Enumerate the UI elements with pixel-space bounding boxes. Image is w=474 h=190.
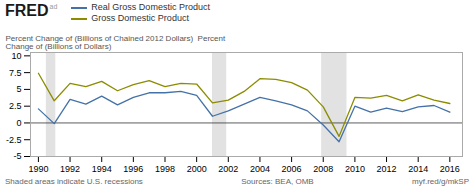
svg-text:2008: 2008 (313, 164, 333, 174)
html-text:Shaded areas indicate U.S. rec: Shaded areas indicate U.S. recessions (5, 177, 143, 186)
html-text:Real Gross Domestic Product: Real Gross Domestic Product (91, 2, 210, 12)
svg-text:2004: 2004 (250, 164, 270, 174)
svg-text:1994: 1994 (92, 164, 112, 174)
svg-text:2000: 2000 (187, 164, 207, 174)
svg-text:2014: 2014 (408, 164, 428, 174)
svg-text:2016: 2016 (440, 164, 460, 174)
svg-text:1998: 1998 (155, 164, 175, 174)
svg-text:2.5: 2.5 (9, 101, 22, 111)
svg-text:7.5: 7.5 (9, 68, 22, 78)
svg-text:2012: 2012 (377, 164, 397, 174)
svg-text:1996: 1996 (123, 164, 143, 174)
html-text:FRED: FRED (5, 2, 49, 19)
svg-text:1990: 1990 (28, 164, 48, 174)
svg-text:2006: 2006 (282, 164, 302, 174)
svg-text:0: 0 (16, 118, 21, 128)
svg-text:Percent Change of (Billions of: Percent Change of (Billions of Chained 2… (6, 34, 226, 51)
html-text:Sources: BEA, OMB: Sources: BEA, OMB (241, 177, 314, 186)
svg-text:5: 5 (16, 84, 21, 94)
svg-text:1992: 1992 (60, 164, 80, 174)
svg-text:10: 10 (11, 51, 21, 61)
svg-text:2002: 2002 (218, 164, 238, 174)
svg-text:-2.5: -2.5 (6, 135, 22, 145)
svg-text:2010: 2010 (345, 164, 365, 174)
html-text:myf.red/g/mkSP: myf.red/g/mkSP (412, 177, 469, 186)
html-text:Gross Domestic Product: Gross Domestic Product (91, 13, 189, 23)
svg-text:-5: -5 (13, 151, 21, 161)
html-text:ad: ad (49, 3, 58, 10)
